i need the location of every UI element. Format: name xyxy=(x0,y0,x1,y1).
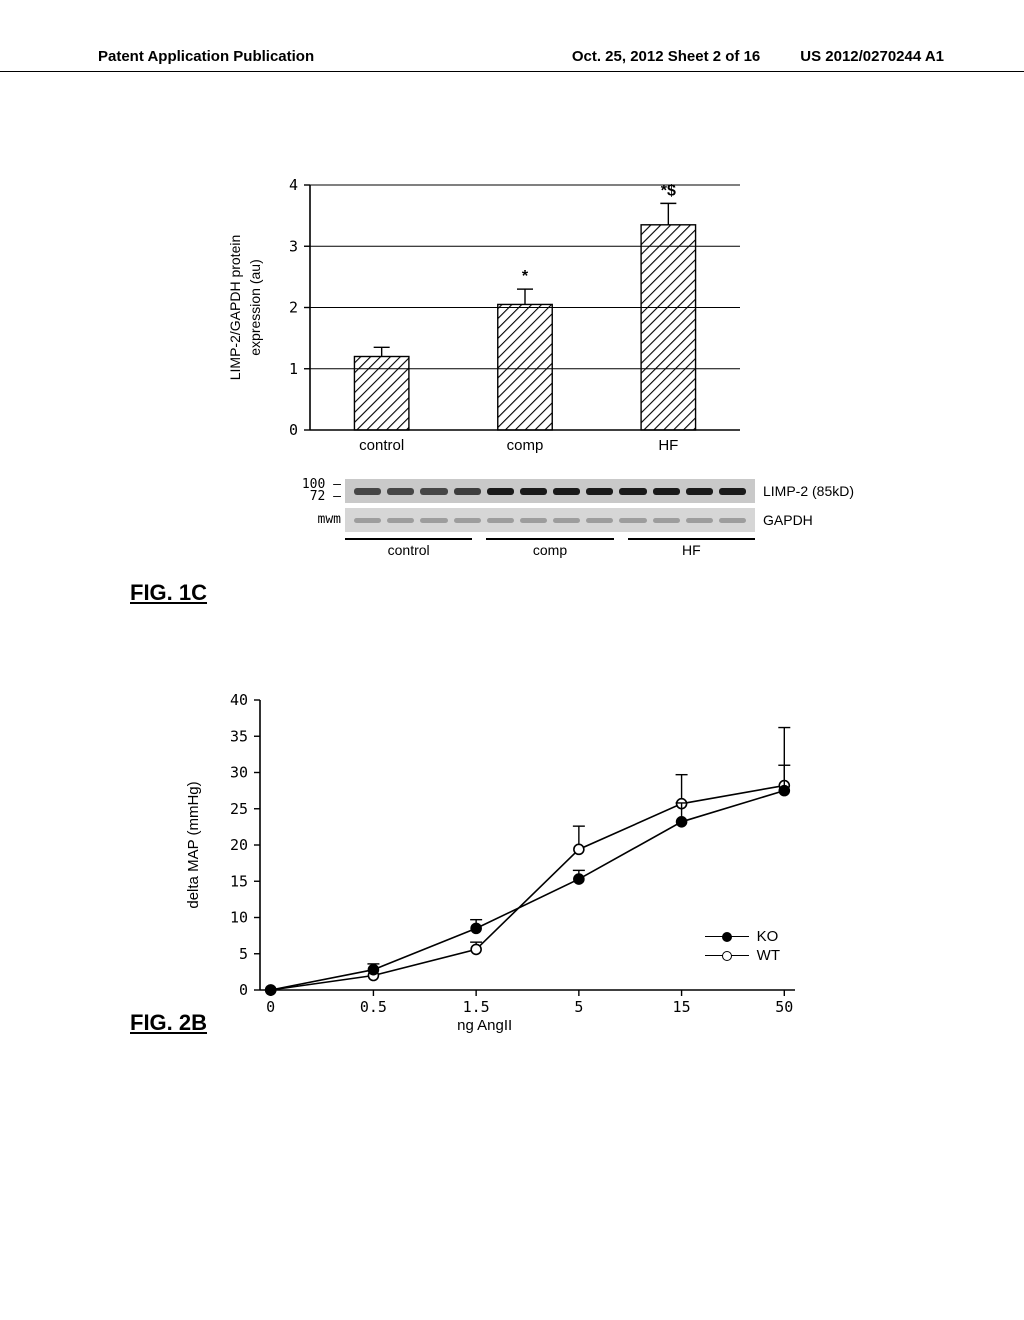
blot-strip-gapdh xyxy=(345,508,755,532)
svg-text:1.5: 1.5 xyxy=(463,998,490,1016)
svg-text:expression (au): expression (au) xyxy=(247,259,263,356)
svg-text:0: 0 xyxy=(289,421,298,439)
fig1c-label: FIG. 1C xyxy=(130,580,207,606)
svg-text:control: control xyxy=(359,437,404,454)
legend-ko: KO xyxy=(705,928,780,945)
header-right: US 2012/0270244 A1 xyxy=(800,48,944,65)
blot-group-hf: HF xyxy=(628,538,755,558)
svg-text:25: 25 xyxy=(230,800,248,818)
svg-text:10: 10 xyxy=(230,909,248,927)
svg-text:*: * xyxy=(522,268,529,285)
svg-text:40: 40 xyxy=(230,691,248,709)
svg-text:35: 35 xyxy=(230,727,248,745)
svg-text:2: 2 xyxy=(289,299,298,317)
svg-text:0: 0 xyxy=(266,998,275,1016)
svg-text:4: 4 xyxy=(289,176,298,194)
svg-text:15: 15 xyxy=(230,872,248,890)
svg-text:ng AngII: ng AngII xyxy=(457,1017,512,1034)
fig2b-label: FIG. 2B xyxy=(130,1010,207,1036)
svg-text:50: 50 xyxy=(775,998,793,1016)
fig2b-line-chart: 0 5 10 15 20 25 30 35 40 0 0.5 1.5 5 15 50 ng AngII delt… xyxy=(170,688,860,1048)
blot-group-control: control xyxy=(345,538,472,558)
mwm-label: mwm xyxy=(285,513,341,527)
svg-text:20: 20 xyxy=(230,836,248,854)
svg-text:0.5: 0.5 xyxy=(360,998,387,1016)
figure-area: 0 1 2 3 4 control * comp *$ HF LIMP-2/GAPDH protei… xyxy=(160,170,860,1048)
svg-text:comp: comp xyxy=(507,437,544,454)
blot-strip-limp2 xyxy=(345,479,755,503)
fig1c-blot: 100 — 72 — LIMP-2 (85kD) mwm xyxy=(285,478,860,588)
svg-text:*$: *$ xyxy=(661,182,676,199)
svg-text:LIMP-2/GAPDH protein: LIMP-2/GAPDH protein xyxy=(227,235,243,381)
blot-label-limp2: LIMP-2 (85kD) xyxy=(763,483,854,499)
svg-text:15: 15 xyxy=(673,998,691,1016)
svg-text:1: 1 xyxy=(289,360,298,378)
blot-label-gapdh: GAPDH xyxy=(763,512,813,528)
header-left: Patent Application Publication xyxy=(98,48,572,65)
fig2b-svg: 0 5 10 15 20 25 30 35 40 0 0.5 1.5 5 15 50 ng AngII delt… xyxy=(170,688,830,1048)
blot-group-comp: comp xyxy=(486,538,613,558)
svg-text:HF: HF xyxy=(658,437,678,454)
page-header: Patent Application Publication Oct. 25, … xyxy=(0,48,1024,72)
legend-wt: WT xyxy=(705,947,780,964)
svg-text:5: 5 xyxy=(239,945,248,963)
fig1c-svg: 0 1 2 3 4 control * comp *$ HF LIMP-2/GAPDH protei… xyxy=(220,170,780,470)
svg-text:5: 5 xyxy=(574,998,583,1016)
fig1c-bar-chart: 0 1 2 3 4 control * comp *$ HF LIMP-2/GAPDH protei… xyxy=(220,170,860,470)
svg-text:0: 0 xyxy=(239,981,248,999)
svg-text:3: 3 xyxy=(289,237,298,255)
header-mid: Oct. 25, 2012 Sheet 2 of 16 xyxy=(572,48,760,65)
fig2b-legend: KO WT xyxy=(705,926,780,966)
mw-marker-labels: 100 — 72 — xyxy=(285,478,341,505)
svg-text:30: 30 xyxy=(230,764,248,782)
svg-text:delta MAP (mmHg): delta MAP (mmHg) xyxy=(185,781,202,908)
